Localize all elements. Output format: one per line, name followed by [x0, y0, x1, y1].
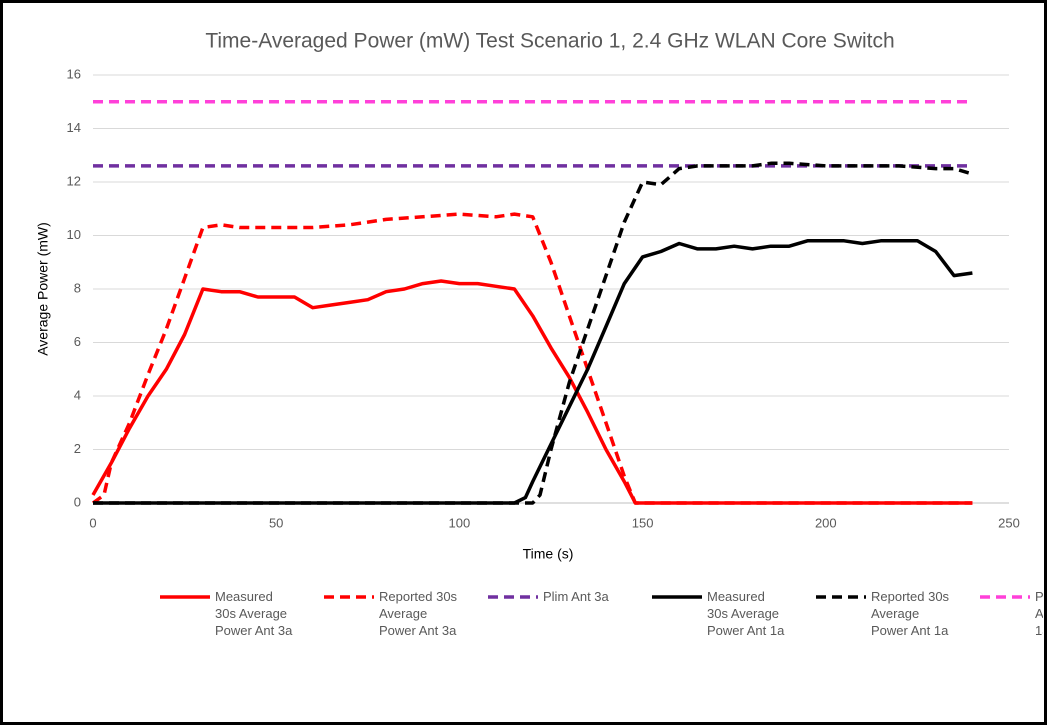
- x-tick-label: 0: [89, 515, 96, 530]
- series-line: [93, 239, 973, 505]
- chart-title: Time-Averaged Power (mW) Test Scenario 1…: [205, 30, 894, 53]
- y-tick-label: 6: [74, 334, 81, 349]
- series-line: [91, 212, 973, 505]
- x-tick-label: 250: [998, 515, 1020, 530]
- y-tick-label: 12: [67, 173, 81, 188]
- legend-label: Plim Ant 3a: [543, 589, 609, 604]
- legend-label: Reported 30s Average Power Ant 3a: [379, 589, 458, 638]
- y-tick-label: 10: [67, 227, 81, 242]
- series-line: [93, 161, 973, 505]
- legend-label: Reported 30s Average Power Ant 1a: [871, 589, 950, 638]
- x-tick-label: 50: [269, 515, 283, 530]
- y-tick-label: 8: [74, 280, 81, 295]
- y-axis-label: Average Power (mW): [35, 222, 51, 356]
- x-tick-label: 200: [815, 515, 837, 530]
- legend-label: Measured 30s Average Power Ant 1a: [707, 589, 785, 638]
- x-tick-label: 100: [449, 515, 471, 530]
- y-tick-label: 16: [67, 66, 81, 81]
- y-tick-label: 0: [74, 494, 81, 509]
- x-tick-label: 150: [632, 515, 654, 530]
- x-axis-label: Time (s): [523, 546, 574, 562]
- legend-label: Plim Ant 1a: [1035, 589, 1043, 638]
- series-line: [91, 279, 973, 505]
- y-tick-label: 4: [74, 387, 81, 402]
- y-tick-label: 14: [67, 120, 81, 135]
- legend-label: Measured 30s Average Power Ant 3a: [215, 589, 293, 638]
- y-tick-label: 2: [74, 441, 81, 456]
